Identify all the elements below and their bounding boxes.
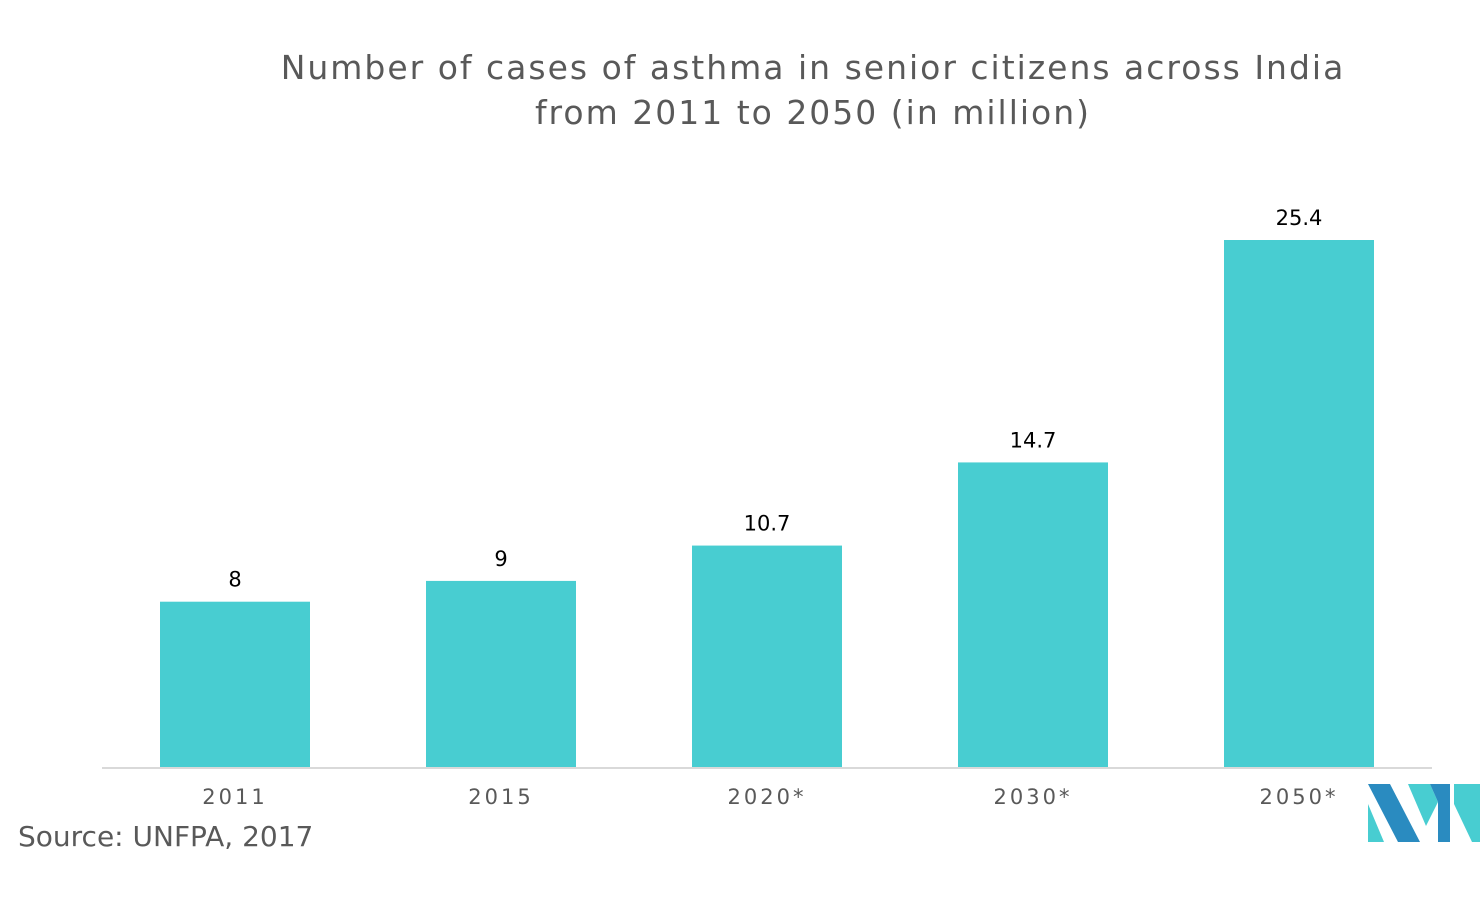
source-note: Source: UNFPA, 2017 (18, 820, 314, 853)
mordor-intelligence-logo-icon (1368, 784, 1480, 842)
value-labels-group: 8 9 10.7 14.7 25.4 (228, 206, 1322, 592)
bar-2011 (160, 601, 310, 768)
value-label-2011: 8 (228, 568, 241, 592)
x-tick-label-2030*: 2030* (994, 785, 1073, 809)
x-tick-label-2015: 2015 (468, 785, 533, 809)
x-tick-label-2011: 2011 (202, 785, 267, 809)
bar-2030* (958, 462, 1108, 768)
x-tick-label-2020*: 2020* (728, 785, 807, 809)
logo-light-right (1454, 784, 1480, 842)
logo-dark-left (1368, 784, 1420, 842)
logo-dark-right (1430, 784, 1450, 842)
chart-title-line-1: Number of cases of asthma in senior citi… (280, 48, 1346, 87)
x-tick-labels-group: 2011 2015 2020* 2030* 2050* (202, 785, 1339, 809)
chart-title-line-2: from 2011 to 2050 (in million) (534, 93, 1092, 132)
logo-light-mid (1408, 784, 1438, 826)
value-label-2015: 9 (494, 547, 507, 571)
bars-group (160, 240, 1374, 768)
value-label-2020*: 10.7 (744, 512, 791, 536)
value-label-2030*: 14.7 (1010, 428, 1057, 452)
bar-2050* (1224, 240, 1374, 768)
logo-light-left (1368, 804, 1384, 842)
value-label-2050*: 25.4 (1276, 206, 1323, 230)
x-tick-label-2050*: 2050* (1260, 785, 1339, 809)
chart-title: Number of cases of asthma in senior citi… (250, 45, 1376, 135)
bar-2015 (426, 580, 576, 768)
bar-2020* (692, 545, 842, 768)
